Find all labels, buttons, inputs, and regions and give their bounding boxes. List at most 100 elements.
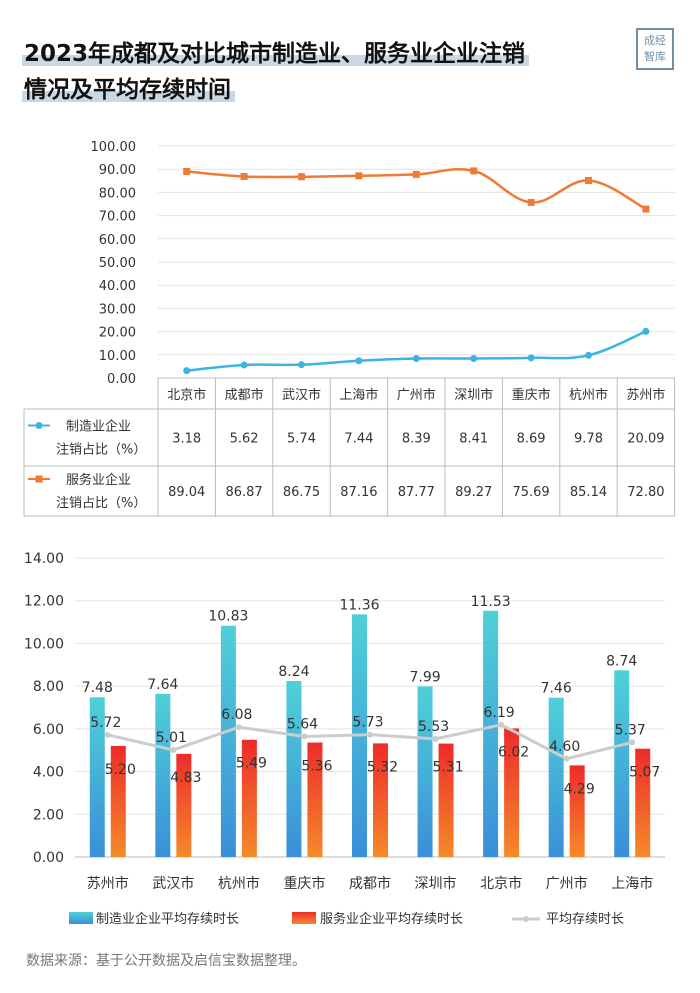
data-point bbox=[240, 361, 248, 369]
y-tick-label: 14.00 bbox=[24, 551, 64, 567]
legend-label: 制造业企业 bbox=[66, 419, 131, 435]
bar-service bbox=[635, 748, 651, 857]
bar-service bbox=[110, 745, 126, 857]
data-point bbox=[355, 172, 363, 180]
category-label: 广州市 bbox=[397, 387, 436, 403]
bar-value-label: 4.29 bbox=[564, 781, 595, 797]
table-value: 87.16 bbox=[340, 485, 377, 500]
avg-value-label: 5.72 bbox=[90, 715, 121, 731]
table-value: 89.04 bbox=[168, 485, 205, 500]
avg-point bbox=[301, 733, 308, 740]
data-point bbox=[240, 172, 248, 180]
bar-manufacturing bbox=[614, 670, 630, 857]
bar-manufacturing bbox=[89, 697, 105, 857]
chart-title-line-2: 情况及平均存续时间 bbox=[22, 70, 235, 104]
table-value: 8.69 bbox=[517, 432, 546, 447]
data-point bbox=[585, 351, 592, 359]
y-tick-label: 10.00 bbox=[99, 349, 136, 364]
table-value: 5.62 bbox=[230, 432, 259, 447]
table-value: 7.44 bbox=[344, 432, 373, 447]
avg-value-label: 6.19 bbox=[484, 705, 515, 721]
y-tick-label: 10.00 bbox=[24, 636, 64, 652]
avg-point bbox=[367, 731, 373, 738]
y-tick-label: 30.00 bbox=[99, 302, 136, 317]
table-value: 86.87 bbox=[225, 485, 262, 500]
table-value: 85.14 bbox=[570, 485, 607, 500]
bar-service bbox=[569, 765, 585, 857]
bar-manufacturing bbox=[417, 686, 433, 857]
data-point bbox=[585, 176, 592, 184]
category-label: 成都市 bbox=[225, 387, 264, 403]
avg-point bbox=[498, 721, 505, 728]
logo-seal: 成经 智库 bbox=[636, 28, 674, 70]
y-tick-label: 0.00 bbox=[107, 372, 136, 387]
data-point bbox=[642, 327, 650, 335]
data-point bbox=[470, 354, 478, 362]
data-point bbox=[298, 361, 305, 369]
chart-title-line-1: 2023年成都及对比城市制造业、服务业企业注销 bbox=[22, 34, 530, 68]
category-label: 苏州市 bbox=[87, 875, 129, 892]
y-tick-label: 2.00 bbox=[33, 807, 64, 823]
bar-value-label: 7.46 bbox=[541, 681, 572, 697]
legend-swatch-service bbox=[292, 912, 316, 924]
data-point bbox=[412, 170, 420, 178]
bar-value-label: 5.07 bbox=[629, 765, 660, 781]
bar-service bbox=[438, 743, 454, 857]
data-point bbox=[470, 167, 478, 175]
table-value: 3.18 bbox=[172, 432, 201, 447]
bar-value-label: 4.83 bbox=[170, 770, 201, 786]
avg-value-label: 4.60 bbox=[549, 739, 580, 755]
category-label: 广州市 bbox=[546, 875, 588, 892]
legend-label: 平均存续时长 bbox=[546, 912, 624, 927]
bar-value-label: 11.36 bbox=[339, 597, 379, 613]
avg-point bbox=[563, 755, 570, 762]
bar-manufacturing bbox=[220, 625, 236, 857]
bar-service bbox=[241, 739, 257, 857]
avg-value-label: 5.64 bbox=[287, 717, 318, 733]
category-label: 上海市 bbox=[339, 387, 378, 403]
bar-value-label: 8.24 bbox=[278, 664, 309, 680]
data-point bbox=[355, 357, 363, 365]
bar-manufacturing bbox=[548, 697, 564, 857]
bar-value-label: 8.74 bbox=[606, 653, 637, 669]
bar-value-label: 5.36 bbox=[301, 759, 332, 775]
data-point bbox=[527, 198, 535, 206]
y-tick-label: 90.00 bbox=[99, 163, 136, 178]
category-label: 北京市 bbox=[167, 387, 206, 403]
bar-service bbox=[307, 742, 323, 857]
y-tick-label: 80.00 bbox=[99, 186, 136, 201]
data-point bbox=[412, 355, 420, 363]
category-label: 重庆市 bbox=[512, 387, 551, 403]
table-value: 8.39 bbox=[402, 432, 431, 447]
bar-value-label: 10.83 bbox=[208, 609, 248, 625]
data-point bbox=[183, 367, 191, 375]
bar-service bbox=[373, 743, 388, 857]
avg-point bbox=[432, 735, 439, 742]
table-value: 89.27 bbox=[455, 485, 492, 500]
avg-value-label: 6.08 bbox=[221, 707, 252, 723]
data-point bbox=[183, 167, 191, 175]
legend-swatch-manufacturing bbox=[69, 912, 93, 924]
avg-point bbox=[170, 747, 177, 754]
series-line bbox=[186, 167, 647, 211]
bar-service bbox=[504, 728, 520, 857]
source-note: 数据来源：基于公开数据及启信宝数据整理。 bbox=[26, 953, 306, 969]
bar-value-label: 5.31 bbox=[432, 760, 463, 776]
legend-label: 服务业企业 bbox=[66, 472, 131, 488]
bar-manufacturing bbox=[483, 610, 499, 857]
legend-label: 服务业企业平均存续时长 bbox=[320, 911, 463, 927]
category-label: 苏州市 bbox=[626, 387, 665, 403]
category-label: 重庆市 bbox=[283, 875, 325, 892]
bar-manufacturing bbox=[155, 693, 171, 857]
bar-value-label: 5.20 bbox=[105, 762, 136, 778]
series-line bbox=[186, 330, 647, 372]
table-value: 72.80 bbox=[627, 485, 664, 500]
category-label: 成都市 bbox=[349, 875, 391, 892]
table-value: 8.41 bbox=[459, 432, 488, 447]
table-value: 9.78 bbox=[574, 432, 603, 447]
avg-value-label: 5.73 bbox=[352, 715, 383, 731]
y-tick-label: 40.00 bbox=[99, 279, 136, 294]
bar-service bbox=[176, 753, 192, 857]
